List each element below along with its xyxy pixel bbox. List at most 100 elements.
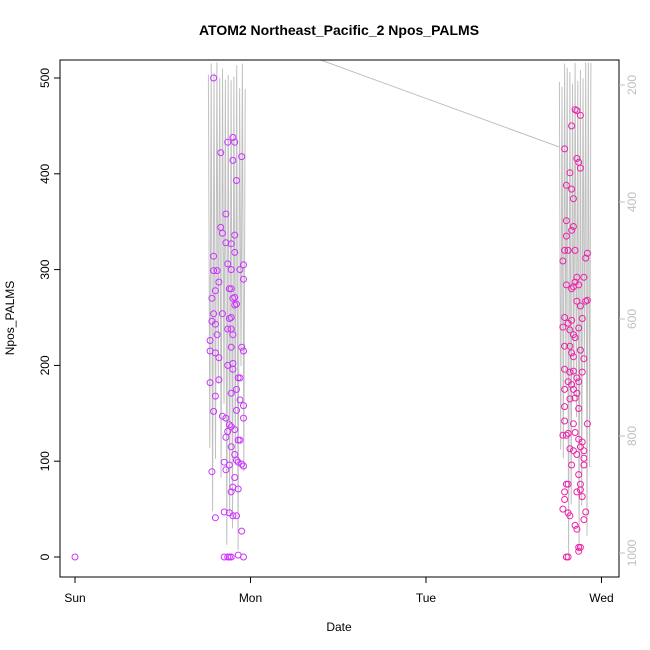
data-point: [568, 185, 576, 193]
data-point: [227, 343, 235, 351]
data-point: [240, 462, 247, 470]
data-point: [562, 217, 570, 225]
data-point: [576, 543, 584, 551]
depth-tick-label: 400: [625, 192, 639, 212]
x-axis: Sun Mon Tue Wed: [64, 576, 614, 605]
depth-tick-label: 200: [625, 75, 639, 95]
data-point: [569, 385, 577, 393]
data-point: [568, 461, 576, 469]
data-point: [222, 414, 230, 422]
data-point: [238, 343, 246, 351]
data-point: [578, 438, 586, 446]
y-tick-label: 300: [38, 259, 52, 279]
data-point: [240, 261, 247, 269]
data-point: [573, 389, 581, 397]
data-point: [227, 285, 235, 293]
data-point: [568, 285, 576, 293]
data-point: [561, 385, 569, 393]
data-point: [559, 505, 567, 513]
data-point: [236, 374, 244, 382]
data-point: [568, 349, 576, 357]
data-point: [208, 294, 216, 302]
data-point: [240, 414, 247, 422]
data-point: [573, 488, 581, 496]
data-point: [566, 169, 574, 177]
chart-title: ATOM2 Northeast_Pacific_2 Npos_PALMS: [199, 22, 479, 38]
data-point: [566, 326, 574, 334]
data-point: [561, 342, 569, 350]
data-point: [561, 417, 569, 425]
data-point: [213, 331, 221, 339]
data-point: [233, 300, 240, 308]
depth-trace-monday: [207, 62, 246, 551]
data-point: [224, 260, 232, 268]
data-point: [231, 474, 239, 481]
y-axis: 0 100 200 300 400 500: [38, 68, 60, 560]
x-tick-label: Mon: [239, 591, 262, 605]
data-point: [568, 381, 576, 389]
data-point: [571, 429, 579, 436]
data-point: [211, 287, 219, 295]
data-point: [222, 239, 230, 247]
depth-trace-wednesday: [558, 62, 592, 555]
data-point: [576, 302, 584, 310]
data-point: [568, 316, 576, 324]
data-point: [240, 553, 247, 561]
data-point: [583, 420, 591, 428]
y-tick-label: 500: [38, 68, 52, 88]
data-point: [564, 429, 572, 437]
data-point: [222, 433, 230, 441]
data-point: [227, 314, 235, 321]
y-tick-label: 100: [38, 451, 52, 471]
data-point: [566, 445, 574, 453]
data-point: [561, 403, 569, 411]
data-point: [561, 488, 569, 496]
depth-trace: [207, 59, 592, 555]
data-point: [227, 443, 235, 451]
data-point: [578, 368, 586, 376]
data-point: [571, 334, 579, 342]
data-point: [582, 508, 590, 516]
data-point: [210, 310, 218, 318]
data-point: [218, 310, 226, 318]
data-point: [218, 229, 226, 237]
data-point: [578, 315, 586, 322]
data-point: [569, 447, 577, 455]
data-point: [569, 367, 577, 375]
data-point: [229, 365, 237, 373]
data-point: [222, 210, 230, 218]
data-point: [210, 407, 218, 415]
data-point: [71, 553, 79, 561]
data-point: [562, 181, 570, 189]
data-point: [224, 325, 232, 333]
x-tick-label: Tue: [416, 591, 437, 605]
data-point: [215, 278, 223, 286]
data-point: [234, 458, 242, 466]
data-point: [564, 553, 572, 561]
data-point: [573, 525, 581, 533]
data-point: [229, 512, 237, 520]
data-point: [231, 293, 239, 301]
y-tick-label: 0: [38, 553, 52, 560]
data-point: [562, 431, 570, 439]
data-point: [561, 314, 569, 321]
data-point: [575, 281, 583, 289]
depth-tick-label: 1000: [625, 539, 639, 566]
data-point: [220, 508, 228, 516]
data-point: [573, 297, 581, 305]
data-point: [562, 281, 570, 289]
data-points: [71, 74, 591, 561]
data-point: [224, 138, 232, 146]
data-point: [580, 447, 588, 455]
data-point: [573, 273, 581, 281]
data-point: [575, 378, 583, 386]
data-point: [210, 74, 218, 82]
data-point: [575, 547, 583, 555]
data-point: [561, 365, 569, 373]
data-point: [571, 394, 579, 402]
data-point: [211, 349, 219, 357]
data-point: [227, 553, 235, 561]
data-point: [573, 107, 581, 115]
data-point: [210, 252, 218, 260]
data-point: [580, 355, 588, 363]
